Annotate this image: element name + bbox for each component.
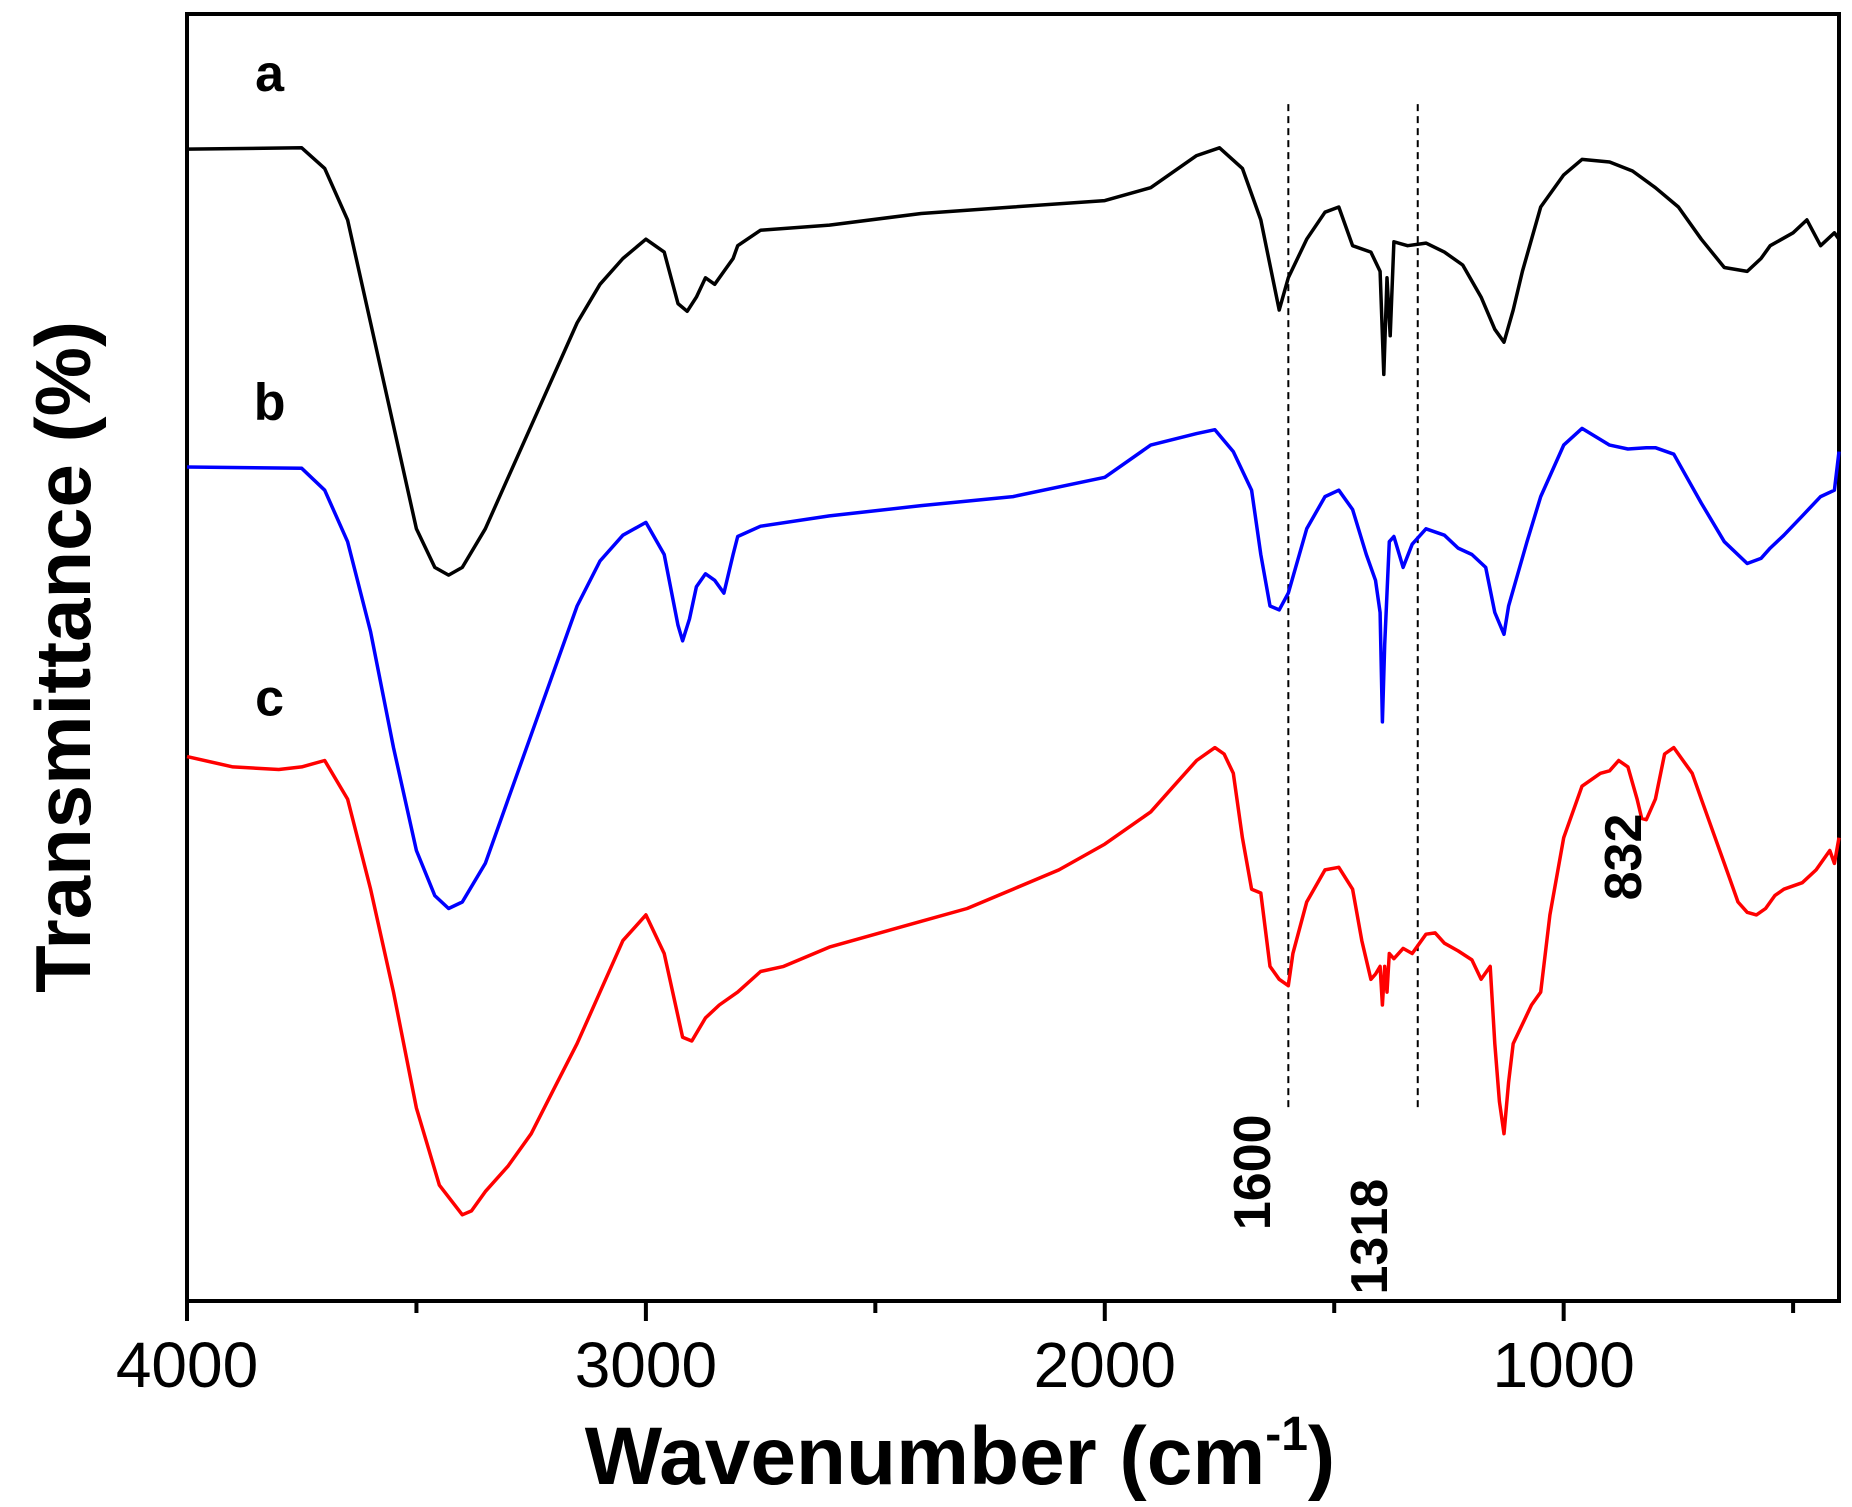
series-label-c: c [255,669,284,727]
series-label-b: b [254,373,286,431]
series-line-c [186,745,1841,1217]
series-label-a: a [255,45,285,103]
x-axis-title-superscript: -1 [1265,1408,1308,1461]
series-line-a [186,146,1841,577]
x-axis-title-main: Wavenumber (cm [585,1411,1265,1502]
series-labels: a b c [254,45,286,727]
x-axis-title: Wavenumber (cm-1) [585,1408,1335,1502]
x-ticks [185,1301,1796,1321]
x-tick-label-3000: 3000 [575,1329,717,1401]
x-tick-label-4000: 4000 [116,1329,258,1401]
y-axis-title: Transmittance (%) [19,321,107,993]
series-line-b [186,426,1841,911]
x-axis-title-close: ) [1308,1411,1335,1502]
series-layer [186,146,1841,1217]
peak-label-1318: 1318 [1341,1179,1399,1295]
peak-label-832: 832 [1595,814,1653,901]
plot-frame [185,12,1841,1303]
x-tick-label-1000: 1000 [1492,1329,1634,1401]
x-tick-label-2000: 2000 [1034,1329,1176,1401]
reference-lines [1287,104,1419,1108]
x-tick-labels: 4000 3000 2000 1000 [116,1329,1635,1401]
peak-label-1600: 1600 [1224,1114,1282,1230]
peak-annotations: 1600 1318 832 [1224,814,1653,1295]
